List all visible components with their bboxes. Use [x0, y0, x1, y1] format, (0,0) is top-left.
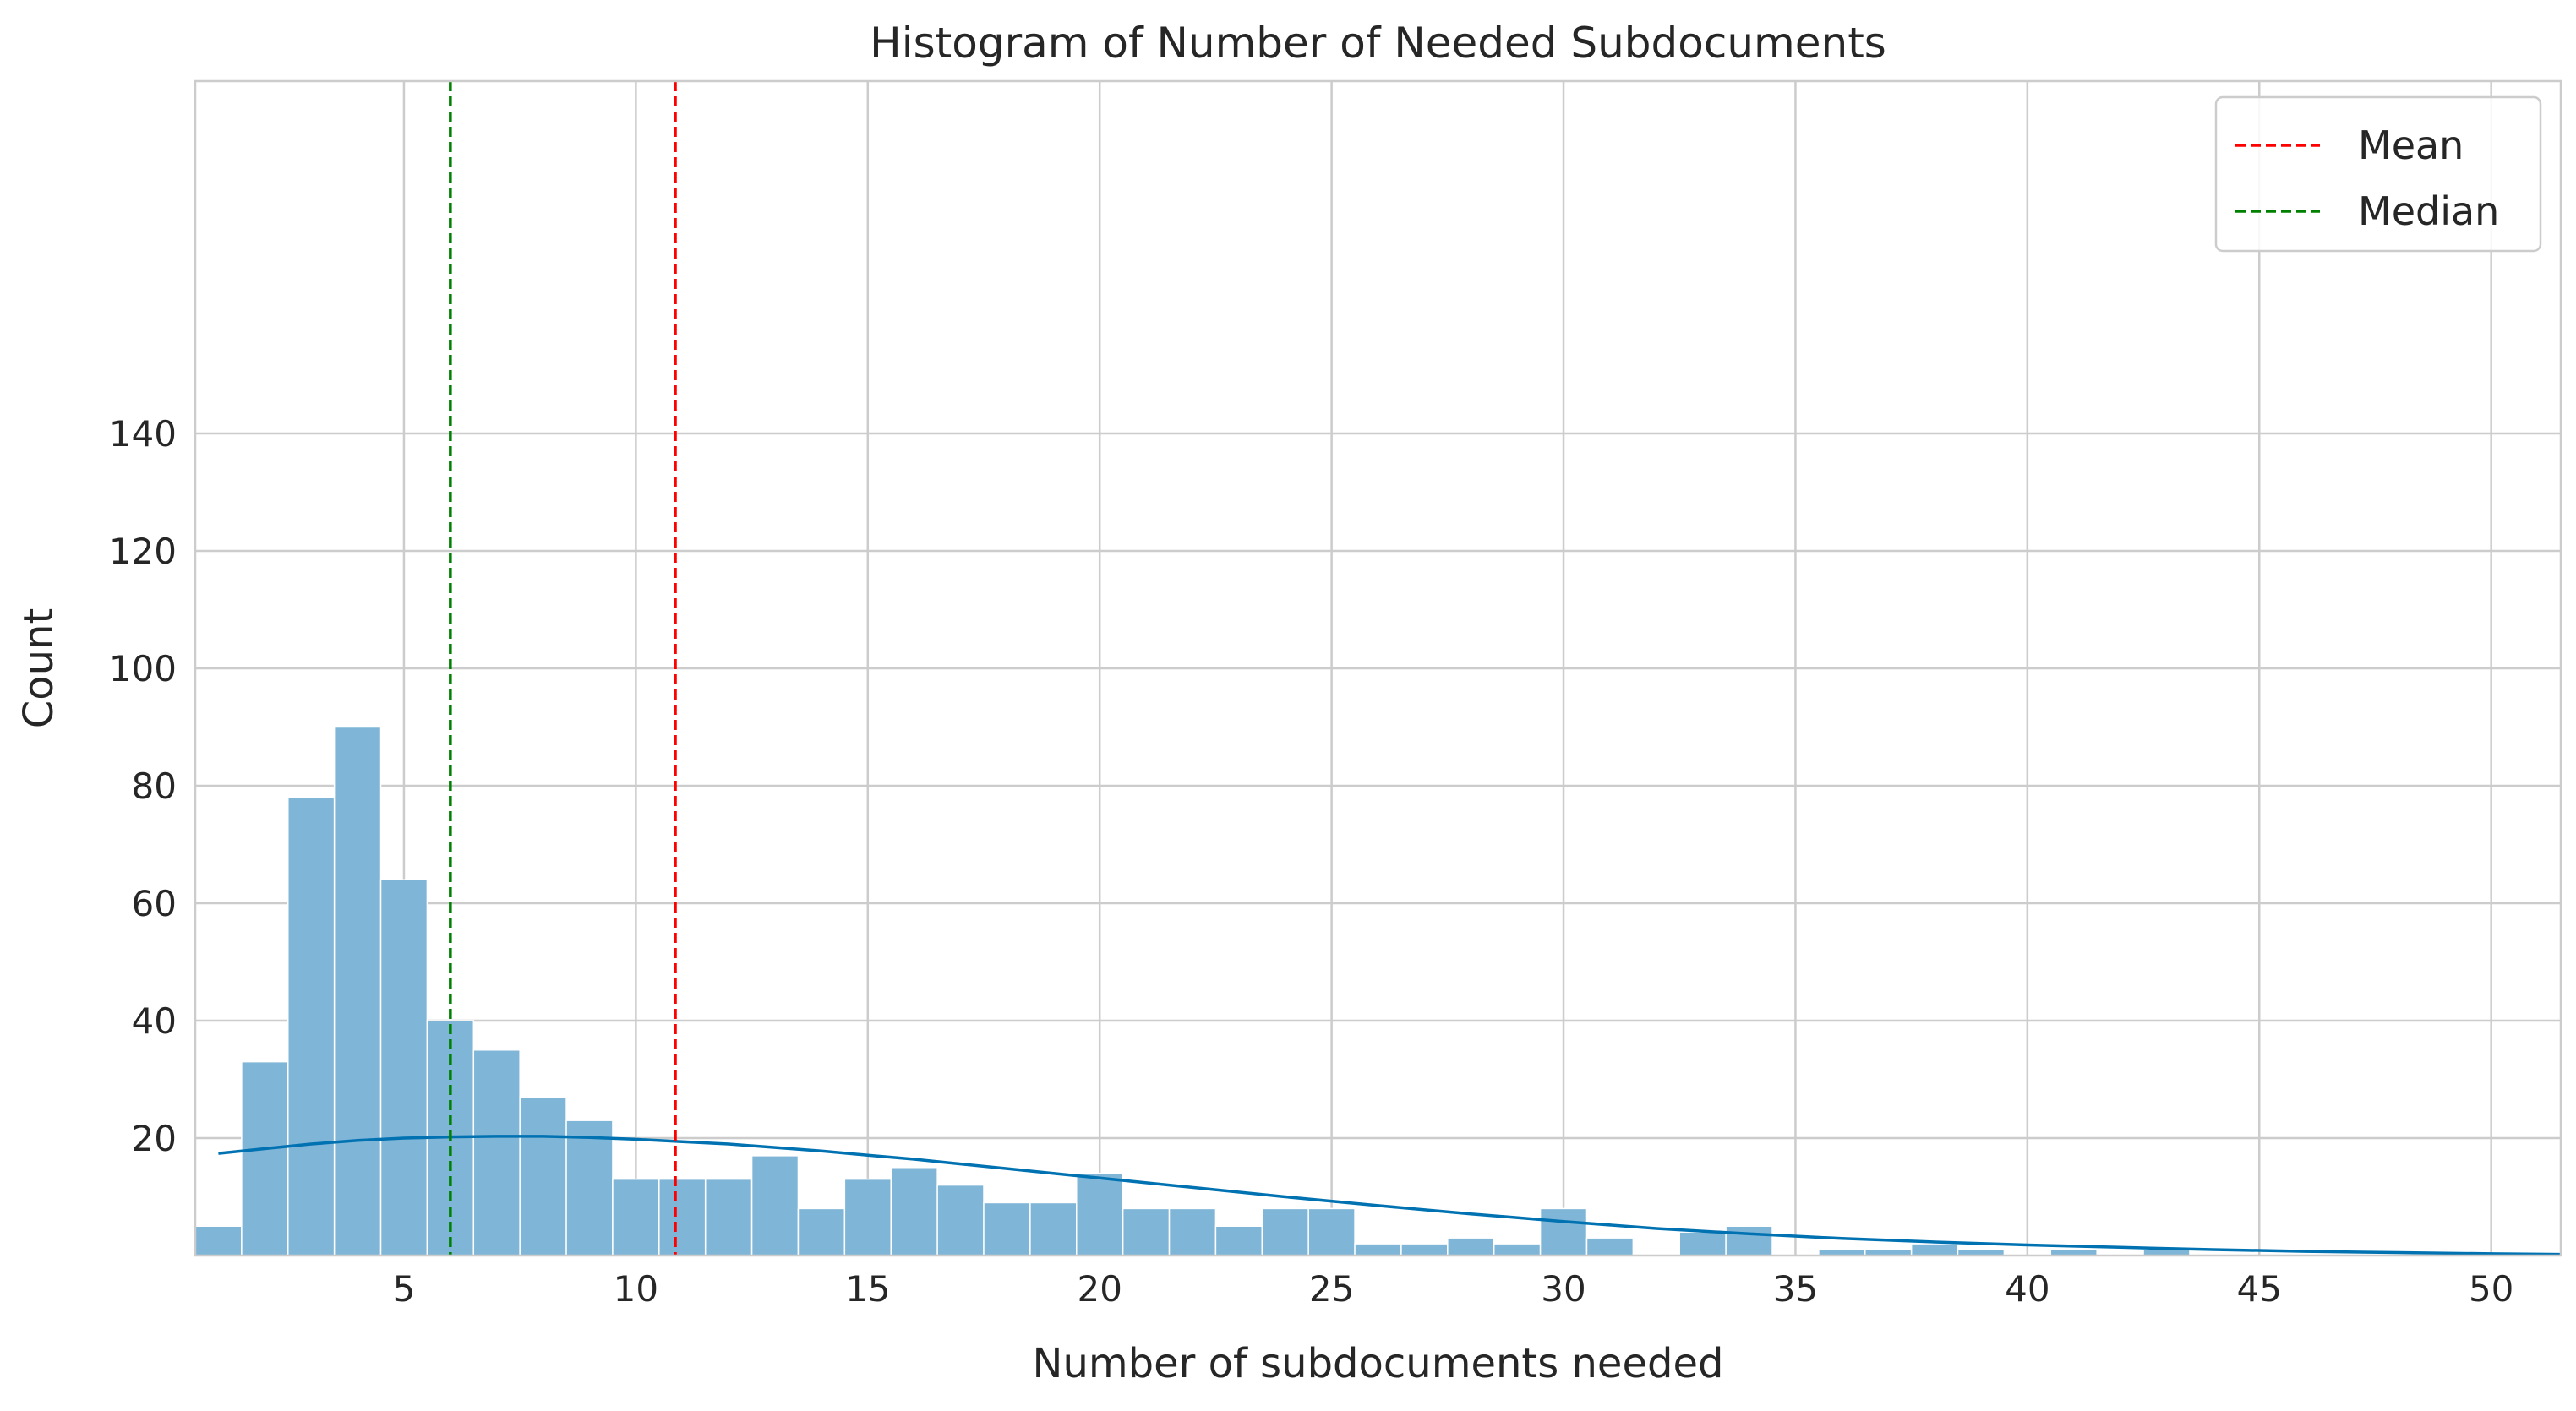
x-tick-label-20: 20	[1077, 1268, 1122, 1310]
bar-4	[379, 879, 428, 1256]
y-axis-label: Count	[15, 608, 63, 729]
bar-15	[890, 1167, 938, 1256]
chart-title: Histogram of Number of Needed Subdocumen…	[870, 19, 1886, 68]
kde-curve	[218, 1135, 2562, 1256]
y-tick-label-60: 60	[132, 883, 177, 924]
bar-8	[565, 1120, 614, 1256]
bar-0	[194, 1225, 243, 1256]
reference-lines	[449, 81, 677, 1256]
bar-6	[472, 1049, 521, 1256]
y-tick-label-140: 140	[109, 413, 177, 455]
x-tick-label-40: 40	[2005, 1268, 2049, 1310]
x-tick-label-50: 50	[2469, 1268, 2513, 1310]
bar-18	[1029, 1201, 1078, 1256]
bar-19	[1076, 1172, 1124, 1256]
bar-7	[519, 1096, 567, 1256]
y-tick-label-80: 80	[132, 765, 177, 807]
y-tick-label-40: 40	[132, 1000, 177, 1042]
bar-2	[287, 797, 336, 1256]
bar-11	[704, 1178, 753, 1256]
bar-37	[1910, 1243, 1959, 1256]
bar-12	[750, 1155, 800, 1256]
bar-26	[1400, 1243, 1449, 1256]
x-tick-label-25: 25	[1309, 1268, 1354, 1310]
bar-14	[843, 1178, 892, 1256]
bar-1	[241, 1060, 289, 1256]
legend-mean-label: Mean	[2358, 123, 2464, 168]
bar-32	[1678, 1231, 1727, 1256]
x-tick-label-35: 35	[1773, 1268, 1818, 1310]
bar-13	[797, 1207, 846, 1256]
kde-line-0	[218, 1135, 2562, 1256]
x-tick-labels: 5 10 15 20 25 30 35 40 45 50	[393, 1268, 2514, 1310]
legend: Mean Median	[2214, 95, 2542, 253]
bar-25	[1354, 1243, 1402, 1256]
bar-23	[1261, 1207, 1309, 1256]
bar-29	[1539, 1207, 1588, 1256]
bar-3	[333, 726, 382, 1256]
bar-30	[1585, 1237, 1635, 1256]
bar-24	[1307, 1207, 1356, 1256]
bar-9	[612, 1178, 660, 1256]
x-tick-label-45: 45	[2237, 1268, 2282, 1310]
x-tick-label-10: 10	[614, 1268, 658, 1310]
bar-22	[1214, 1225, 1263, 1256]
bar-10	[658, 1178, 707, 1256]
bar-20	[1122, 1207, 1171, 1256]
bar-28	[1493, 1243, 1542, 1256]
plot-frame	[194, 79, 2562, 1257]
bar-17	[983, 1201, 1031, 1256]
y-tick-labels: 20 40 60 80 100 120 140	[109, 413, 177, 1159]
x-tick-label-30: 30	[1541, 1268, 1585, 1310]
bar-16	[936, 1184, 985, 1256]
x-tick-label-5: 5	[393, 1268, 416, 1310]
y-tick-label-100: 100	[109, 648, 177, 689]
bar-33	[1725, 1225, 1773, 1256]
x-tick-label-15: 15	[845, 1268, 890, 1310]
bar-21	[1168, 1207, 1217, 1256]
legend-median-label: Median	[2358, 188, 2499, 234]
histogram-bars	[194, 726, 2191, 1256]
grid	[195, 81, 2561, 1256]
x-axis-label: Number of subdocuments needed	[1033, 1340, 1724, 1387]
y-tick-label-120: 120	[109, 531, 177, 572]
bar-27	[1447, 1237, 1495, 1256]
y-tick-label-20: 20	[132, 1118, 177, 1159]
